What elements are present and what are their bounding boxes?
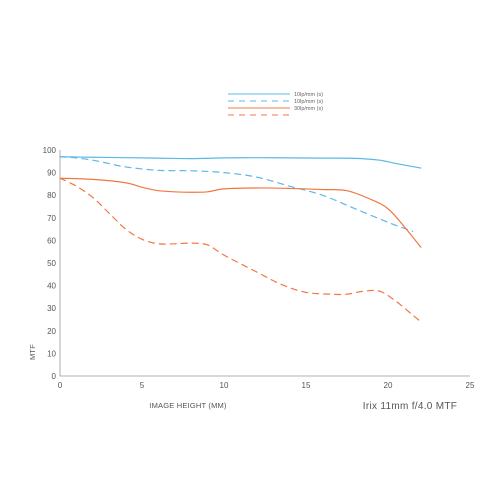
x-tick-label: 25 [466,381,475,390]
legend-label: 10lp/mm (s) [294,99,323,105]
legend: 10lp/mm (s) 10lp/mm (s) 30lp/mm (s) [228,92,323,116]
x-axis-title: IMAGE HEIGHT (MM) [149,401,227,410]
series-line-orange-dashed [59,177,422,323]
legend-label: 30lp/mm (s) [294,106,323,112]
y-tick-labels: 0 10 20 30 40 50 60 70 80 90 100 [43,146,57,381]
x-tick-label: 20 [384,381,393,390]
y-tick-label: 50 [47,259,56,268]
x-tick-label: 15 [302,381,311,390]
y-tick-label: 0 [52,372,57,381]
series-lines [59,156,422,323]
y-tick-label: 40 [47,282,56,291]
y-tick-label: 100 [43,146,57,155]
y-tick-label: 30 [47,304,56,313]
x-tick-label: 10 [220,381,229,390]
series-line-blue-solid [59,156,422,169]
y-tick-label: 80 [47,191,56,200]
x-tick-label: 5 [140,381,145,390]
y-tick-label: 90 [47,169,56,178]
legend-label: 10lp/mm (s) [294,92,323,98]
y-tick-label: 10 [47,349,56,358]
chart-title: Irix 11mm f/4.0 MTF [363,401,457,412]
x-tick-label: 0 [58,381,63,390]
x-tick-labels: 0 5 10 15 20 25 [58,381,475,390]
y-tick-label: 60 [47,236,56,245]
y-axis-title: MTF [28,344,37,360]
y-tick-label: 20 [47,327,56,336]
series-line-blue-dashed [59,156,414,232]
y-tick-label: 70 [47,214,56,223]
series-line-orange-solid [59,177,422,248]
